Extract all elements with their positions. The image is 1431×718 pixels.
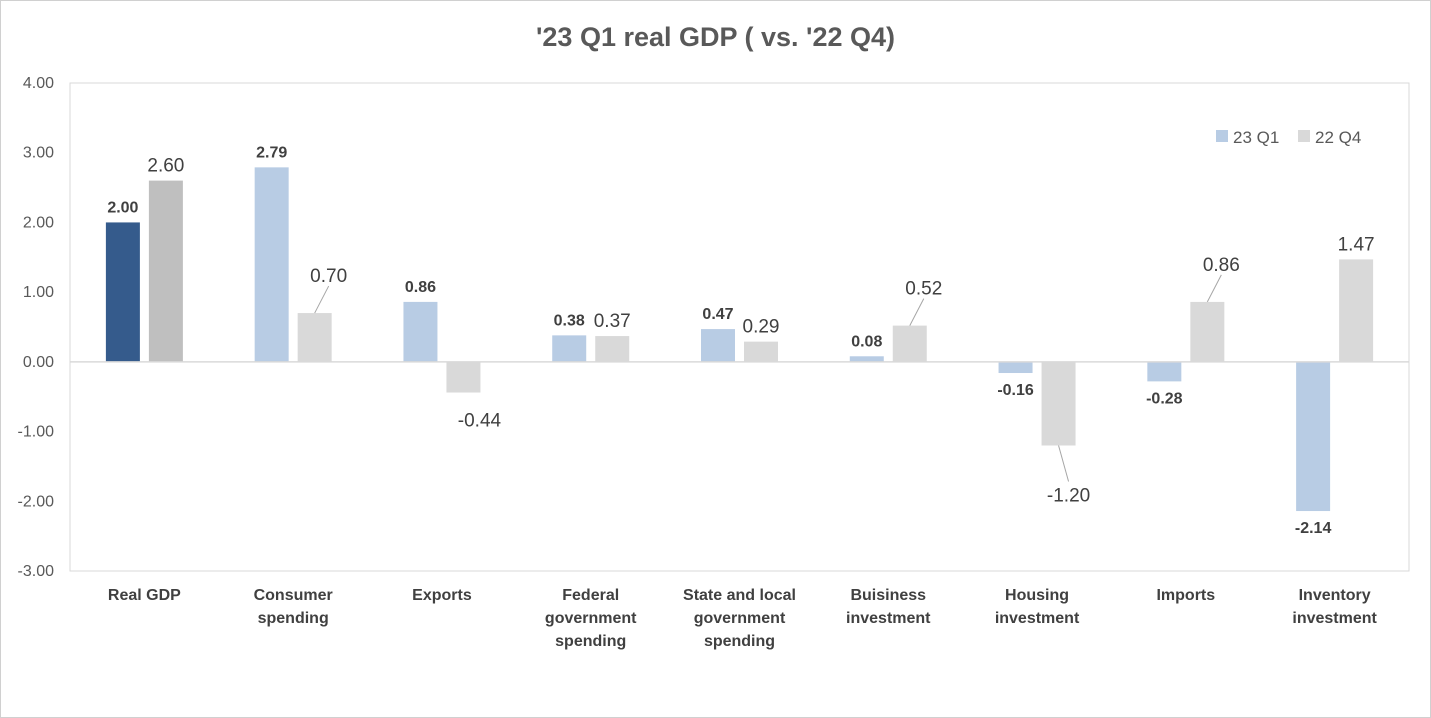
category-label-line: spending bbox=[258, 610, 329, 627]
data-label: 0.47 bbox=[702, 306, 733, 323]
label-leader-line bbox=[1058, 445, 1070, 482]
data-label: 0.70 bbox=[310, 266, 347, 287]
category-label-line: Inventory bbox=[1299, 587, 1371, 604]
y-tick-label: -1.00 bbox=[18, 424, 55, 441]
y-tick-label: 0.00 bbox=[23, 354, 54, 371]
label-leader-line bbox=[1206, 274, 1222, 303]
data-label: -1.20 bbox=[1047, 486, 1090, 507]
bar-q4 bbox=[1041, 361, 1076, 446]
y-tick-label: 3.00 bbox=[23, 145, 54, 162]
data-label: -0.44 bbox=[458, 411, 502, 432]
bar-q1 bbox=[1147, 361, 1182, 382]
category-label-line: Buisiness bbox=[850, 587, 926, 604]
data-label: 0.86 bbox=[405, 279, 436, 296]
data-label: 0.29 bbox=[743, 317, 780, 338]
category-label: Buisiness investment bbox=[846, 587, 931, 627]
data-label: 2.79 bbox=[256, 144, 287, 161]
bar-q1 bbox=[105, 222, 140, 362]
bar-q4 bbox=[148, 180, 183, 362]
data-label: 0.08 bbox=[851, 333, 882, 350]
category-label-line: investment bbox=[1292, 610, 1377, 627]
legend-swatch bbox=[1216, 130, 1228, 142]
data-label: 2.00 bbox=[107, 199, 138, 216]
bar-q4 bbox=[297, 313, 332, 362]
category-label-line: Housing bbox=[1005, 587, 1069, 604]
bar-q4 bbox=[1190, 301, 1225, 362]
category-label-line: Exports bbox=[412, 587, 472, 604]
bar-q1 bbox=[1296, 361, 1331, 512]
data-label: -0.16 bbox=[997, 382, 1034, 399]
category-label-line: investment bbox=[995, 610, 1080, 627]
category-label: Inventory investment bbox=[1292, 587, 1377, 627]
category-label-line: Federal bbox=[562, 587, 619, 604]
category-label-line: government bbox=[694, 610, 786, 627]
y-tick-label: 1.00 bbox=[23, 284, 54, 301]
category-label-line: spending bbox=[555, 633, 626, 650]
category-label: Imports bbox=[1156, 587, 1215, 604]
category-label: Real GDP bbox=[108, 587, 181, 604]
bar-q4 bbox=[744, 341, 778, 362]
label-leader-line bbox=[909, 298, 925, 326]
y-tick-label: -2.00 bbox=[18, 493, 55, 510]
category-label: Exports bbox=[412, 587, 472, 604]
category-label-line: spending bbox=[704, 633, 775, 650]
data-label: -2.14 bbox=[1295, 520, 1332, 537]
plot-area bbox=[69, 82, 1410, 572]
bar-q1 bbox=[849, 356, 884, 362]
y-tick-label: -3.00 bbox=[18, 563, 55, 580]
category-label-line: investment bbox=[846, 610, 931, 627]
bar-q1 bbox=[552, 335, 587, 362]
category-label: State and local government spending bbox=[683, 587, 796, 650]
legend-label: 22 Q4 bbox=[1315, 128, 1361, 147]
data-label: 0.38 bbox=[554, 312, 585, 329]
bar-q4 bbox=[892, 325, 927, 362]
data-label: 0.86 bbox=[1203, 255, 1240, 276]
data-label: 1.47 bbox=[1338, 234, 1375, 255]
category-label-line: Real GDP bbox=[108, 587, 181, 604]
y-tick-label: 4.00 bbox=[23, 75, 54, 92]
bar-q1 bbox=[403, 301, 438, 362]
data-label: 0.37 bbox=[594, 311, 631, 332]
bar-q4 bbox=[1339, 259, 1374, 362]
label-leader-line bbox=[314, 285, 330, 314]
bar-q1 bbox=[701, 329, 735, 362]
category-label: Federal government spending bbox=[545, 587, 637, 650]
bar-q1 bbox=[254, 167, 289, 362]
chart-title: '23 Q1 real GDP ( vs. '22 Q4) bbox=[535, 22, 896, 52]
data-label: 2.60 bbox=[147, 156, 184, 177]
category-label-line: government bbox=[545, 610, 637, 627]
data-label: -0.28 bbox=[1146, 390, 1183, 407]
bar-q1 bbox=[998, 361, 1033, 374]
bar-q4 bbox=[595, 336, 630, 362]
bar-q4 bbox=[446, 361, 481, 393]
category-label-line: Consumer bbox=[254, 587, 333, 604]
category-label-line: State and local bbox=[683, 587, 796, 604]
category-label-line: Imports bbox=[1156, 587, 1215, 604]
legend-swatch bbox=[1298, 130, 1310, 142]
legend-label: 23 Q1 bbox=[1233, 128, 1279, 147]
y-tick-label: 2.00 bbox=[23, 214, 54, 231]
data-label: 0.52 bbox=[905, 279, 942, 300]
category-label: Housing investment bbox=[995, 587, 1080, 627]
category-label: Consumer spending bbox=[254, 587, 333, 627]
